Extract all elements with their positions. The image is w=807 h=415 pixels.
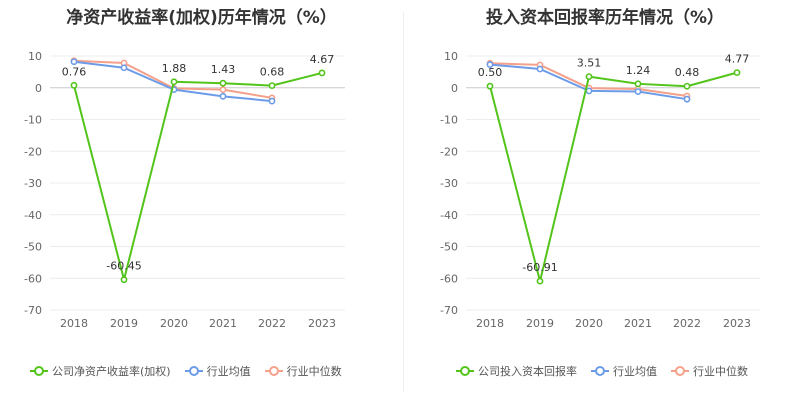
data-point (268, 97, 276, 105)
x-tick-label: 2021 (209, 317, 237, 330)
legend-label: 行业均值 (613, 365, 657, 378)
data-label: 0.76 (62, 65, 87, 78)
legend-marker (34, 366, 44, 376)
legend-item[interactable]: 公司投入资本回报率 (456, 363, 577, 379)
y-tick-label: -40 (440, 209, 458, 222)
legend-label: 公司净资产收益率(加权) (52, 365, 171, 378)
data-label: 3.51 (577, 57, 602, 70)
x-tick-label: 2023 (308, 317, 336, 330)
data-point (733, 69, 741, 77)
data-label: 0.48 (675, 66, 700, 79)
legend-swatch (30, 365, 48, 377)
data-point (683, 95, 691, 103)
data-point (70, 58, 78, 66)
legend-marker (595, 366, 605, 376)
data-point (486, 82, 494, 90)
y-tick-label: -70 (24, 304, 42, 317)
data-label: 0.68 (260, 66, 285, 79)
legend-swatch (591, 365, 609, 377)
x-tick-label: 2022 (673, 317, 701, 330)
right-legend: 公司投入资本回报率 行业均值 行业中位数 (456, 362, 762, 380)
x-tick-label: 2019 (526, 317, 554, 330)
y-tick-label: -50 (24, 241, 42, 254)
y-tick-label: -10 (24, 114, 42, 127)
series-line (73, 71, 323, 280)
data-label: 1.43 (211, 63, 236, 76)
legend-item[interactable]: 行业均值 (591, 363, 657, 379)
data-point (486, 61, 494, 68)
data-point (634, 80, 642, 88)
left-legend: 公司净资产收益率(加权) 行业均值 行业中位数 (30, 362, 356, 380)
legend-item[interactable]: 行业中位数 (671, 363, 748, 379)
right-chart-title: 投入资本回报率历年情况（%） (485, 8, 725, 28)
data-point (120, 276, 128, 284)
data-point (120, 64, 128, 72)
x-tick-label: 2022 (258, 317, 286, 330)
y-tick-label: -20 (440, 145, 458, 158)
y-tick-label: -30 (24, 177, 42, 190)
data-point (634, 88, 642, 95)
x-tick-label: 2019 (110, 317, 138, 330)
y-tick-label: -60 (440, 272, 458, 285)
data-label: 4.67 (310, 53, 335, 66)
legend-label: 行业中位数 (693, 365, 748, 378)
y-tick-label: -10 (440, 114, 458, 127)
left-chart-title: 净资产收益率(加权)历年情况（%） (66, 8, 337, 28)
data-label: 1.88 (162, 62, 187, 75)
data-point (70, 81, 78, 89)
legend-label: 行业均值 (206, 365, 251, 378)
data-label: 1.24 (626, 64, 651, 77)
legend-swatch (264, 365, 283, 377)
data-point (318, 69, 326, 77)
y-tick-label: -70 (440, 304, 458, 317)
y-tick-label: 0 (35, 82, 42, 95)
y-tick-label: 10 (444, 50, 458, 63)
chart-divider (403, 12, 404, 392)
legend-marker (460, 366, 470, 376)
legend-marker (268, 366, 279, 376)
data-point (219, 79, 227, 87)
x-tick-label: 2021 (624, 317, 652, 330)
data-point (585, 87, 593, 95)
legend-swatch (671, 365, 689, 377)
chart-1: 10 0 -10 -20 -30 -40 -50 -60 -70 2018 2019 2020 2021… (440, 50, 760, 330)
data-point (219, 92, 227, 100)
x-tick-label: 2023 (723, 317, 751, 330)
chart-0: 10 0 -10 -20 -30 -40 -50 -60 -70 2018 2019 2020 2021… (24, 50, 345, 330)
legend-swatch (184, 365, 203, 377)
x-tick-label: 2018 (476, 317, 504, 330)
data-point (536, 65, 544, 73)
y-tick-label: -40 (24, 209, 42, 222)
data-label: 0.50 (478, 66, 503, 79)
y-tick-label: -50 (440, 241, 458, 254)
legend-marker (675, 366, 685, 376)
y-tick-label: 0 (451, 82, 458, 95)
series-line (489, 71, 738, 282)
y-tick-label: -20 (24, 145, 42, 158)
data-point (683, 82, 691, 90)
data-point (268, 82, 276, 89)
legend-label: 行业中位数 (286, 365, 342, 378)
x-tick-label: 2020 (575, 317, 603, 330)
data-label: -60.45 (106, 260, 141, 273)
legend-item[interactable]: 行业中位数 (264, 363, 342, 379)
data-point (585, 73, 593, 81)
legend-item[interactable]: 行业均值 (184, 363, 251, 379)
x-tick-label: 2020 (160, 317, 188, 330)
data-label: 4.77 (725, 53, 750, 66)
y-tick-label: -60 (24, 272, 42, 285)
data-point (170, 78, 178, 86)
legend-marker (188, 366, 199, 376)
x-tick-label: 2018 (60, 317, 88, 330)
legend-label: 公司投入资本回报率 (478, 365, 577, 378)
legend-item[interactable]: 公司净资产收益率(加权) (30, 363, 171, 379)
y-tick-label: -30 (440, 177, 458, 190)
y-tick-label: 10 (28, 50, 42, 63)
data-point (536, 277, 544, 285)
data-point (219, 86, 227, 94)
data-label: -60.91 (522, 261, 557, 274)
legend-swatch (456, 365, 474, 377)
